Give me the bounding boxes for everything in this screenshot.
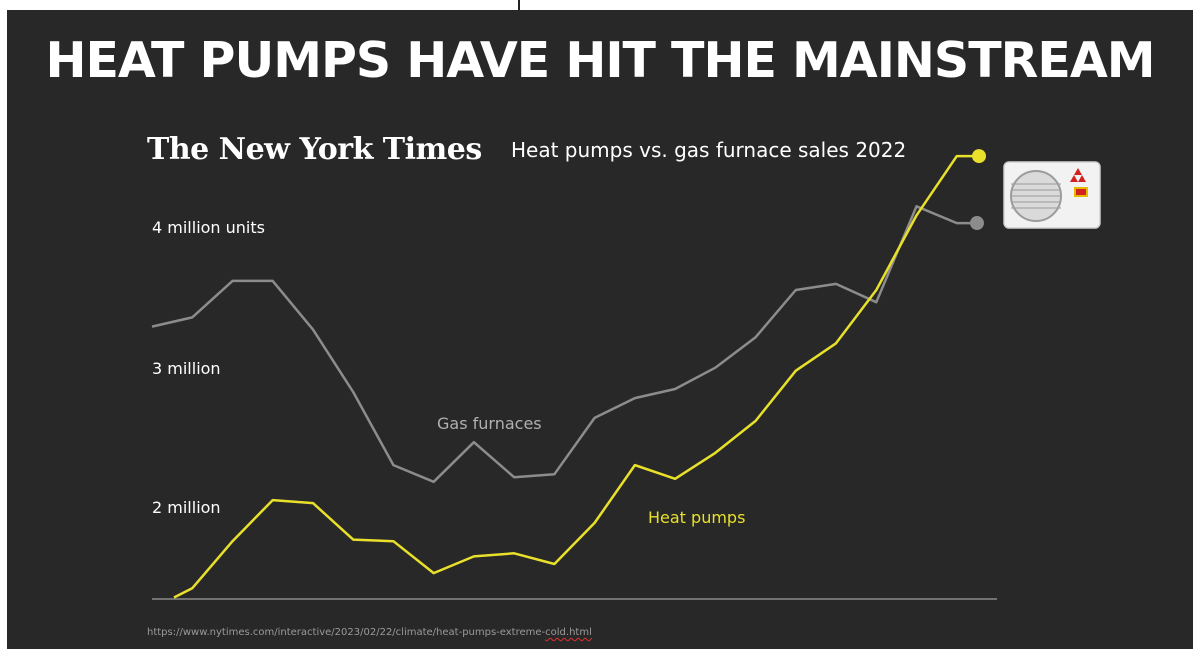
series-label-gas-furnaces: Gas furnaces [437,414,542,433]
y-tick-label-2m: 2 million [152,498,221,517]
text-cursor-line [518,0,520,10]
y-tick-label-3m: 3 million [152,359,221,378]
line-chart: Gas furnaces Heat pumps [151,149,997,600]
y-tick-label-4m: 4 million units [152,218,265,237]
nyt-logo: The New York Times [147,132,482,167]
heat-pumps-line [173,154,979,599]
heat-pumps-end-marker [972,149,986,164]
headline: HEAT PUMPS HAVE HIT THE MAINSTREAM [45,32,1155,89]
slide: HEAT PUMPS HAVE HIT THE MAINSTREAM The N… [7,10,1193,649]
gas-furnaces-line [151,205,977,484]
gas-furnaces-end-marker [970,216,984,231]
heat-pump-outdoor-unit-icon [1003,161,1101,229]
source-url: https://www.nytimes.com/interactive/2023… [147,627,592,638]
series-label-heat-pumps: Heat pumps [648,508,745,527]
chart-title: Heat pumps vs. gas furnace sales 2022 [511,138,907,162]
